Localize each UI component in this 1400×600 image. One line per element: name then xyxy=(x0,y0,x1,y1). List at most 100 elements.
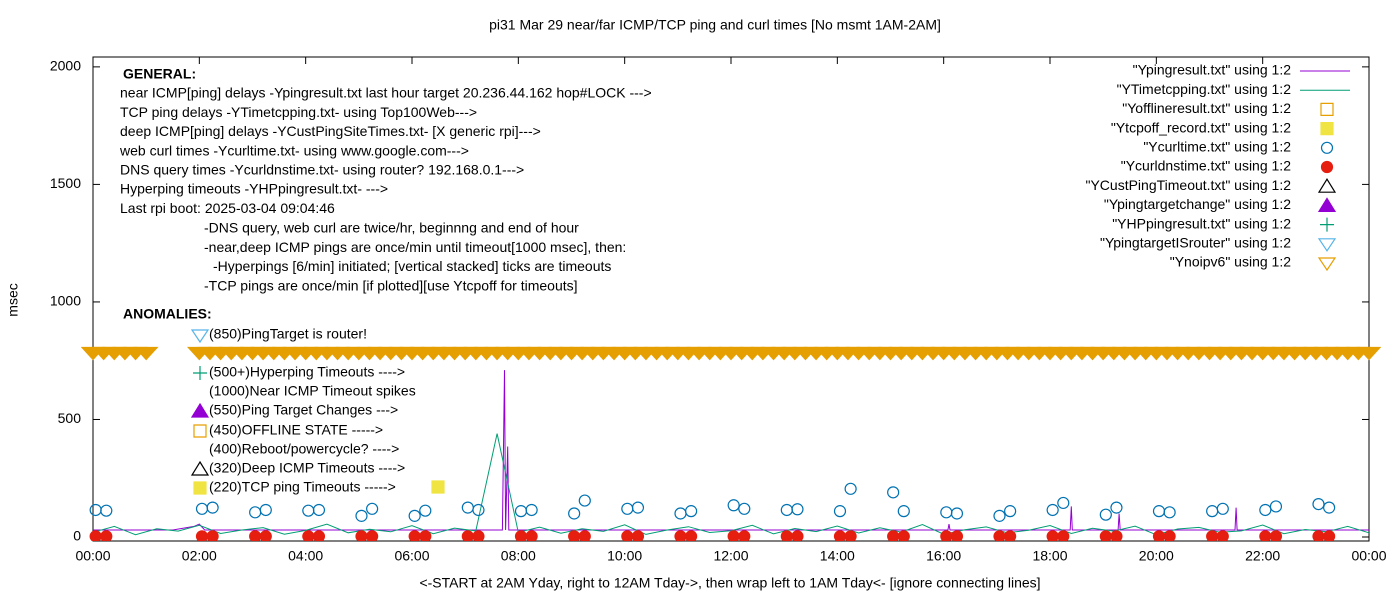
data-point xyxy=(1046,503,1059,517)
x-tick-label: 12:00 xyxy=(713,548,748,564)
annotation: deep ICMP[ping] delays -YCustPingSiteTim… xyxy=(120,123,541,139)
y-tick-label: 0 xyxy=(73,528,81,544)
legend-label: "YpingtargetISrouter" using 1:2 xyxy=(1100,235,1291,251)
x-tick-label: 00:00 xyxy=(1351,548,1386,564)
data-point xyxy=(685,530,698,541)
legend-label: "YCustPingTimeout.txt" using 1:2 xyxy=(1085,177,1291,193)
data-point xyxy=(833,530,847,541)
data-point xyxy=(887,486,900,499)
data-point xyxy=(1312,530,1325,541)
x-tick-label: 16:00 xyxy=(926,548,961,564)
annotation: (550)Ping Target Changes ---> xyxy=(209,402,398,418)
x-tick-label: 22:00 xyxy=(1245,548,1280,564)
data-point xyxy=(631,530,645,541)
annotation-icon xyxy=(190,329,210,344)
data-point xyxy=(621,530,634,541)
data-point xyxy=(568,530,581,541)
legend-swatch xyxy=(1320,122,1334,136)
data-point xyxy=(1046,530,1059,541)
annotation-icon xyxy=(431,480,445,494)
annotation: -TCP pings are once/min [if plotted][use… xyxy=(204,277,578,293)
plot-area xyxy=(81,346,1381,541)
data-point xyxy=(780,530,793,541)
data-point xyxy=(100,504,113,517)
legend-label: "YHPpingresult.txt" using 1:2 xyxy=(1112,215,1291,231)
legend-label: "YTimetcpping.txt" using 1:2 xyxy=(1117,81,1292,97)
data-point xyxy=(408,530,421,541)
annotation: Hyperping timeouts -YHPpingresult.txt- -… xyxy=(120,181,388,197)
data-point xyxy=(887,530,900,541)
annotation: (450)OFFLINE STATE -----> xyxy=(209,422,383,438)
data-point xyxy=(685,505,698,518)
data-point xyxy=(940,506,953,519)
data-point xyxy=(259,503,272,517)
data-point xyxy=(1323,501,1336,514)
annotation: (400)Reboot/powercycle? ----> xyxy=(209,441,399,457)
data-point xyxy=(355,509,368,522)
data-point xyxy=(366,502,379,515)
data-point xyxy=(1206,505,1219,518)
data-point xyxy=(727,499,740,512)
data-point xyxy=(206,530,219,541)
data-point xyxy=(833,505,847,518)
annotation: (320)Deep ICMP Timeouts ----> xyxy=(209,460,405,476)
data-point xyxy=(578,530,591,541)
data-point xyxy=(1099,530,1112,541)
annotation: -Hyperpings [6/min] initiated; [vertical… xyxy=(213,258,611,274)
x-tick-label: 20:00 xyxy=(1139,548,1174,564)
legend-swatch xyxy=(1320,102,1334,116)
annotation: near ICMP[ping] delays -Ypingresult.txt … xyxy=(120,85,652,101)
legend-label: "Ypingresult.txt" using 1:2 xyxy=(1133,62,1292,78)
data-point xyxy=(897,505,910,518)
legend-swatch xyxy=(1320,217,1334,232)
annotation: -DNS query, web curl are twice/hr, begin… xyxy=(204,220,579,236)
data-point xyxy=(249,530,262,541)
data-point xyxy=(89,530,102,541)
y-tick-label: 1000 xyxy=(50,293,81,309)
data-point xyxy=(461,501,474,514)
data-point xyxy=(1004,530,1017,541)
data-point xyxy=(408,509,421,522)
data-point xyxy=(1356,346,1381,361)
legend-swatch xyxy=(1317,178,1337,193)
data-point xyxy=(1163,530,1176,541)
data-point xyxy=(206,501,219,514)
data-point xyxy=(419,504,432,517)
annotation: web curl times -Ycurltime.txt- using www… xyxy=(119,142,469,158)
annotation: TCP ping delays -YTimetcpping.txt- using… xyxy=(120,104,477,120)
data-point xyxy=(1152,505,1166,518)
data-point xyxy=(1269,500,1283,513)
data-point xyxy=(1312,497,1325,511)
data-point xyxy=(1110,530,1123,541)
x-tick-label: 00:00 xyxy=(75,548,110,564)
legend-label: "Yofflineresult.txt" using 1:2 xyxy=(1122,100,1291,116)
data-point xyxy=(1110,501,1123,514)
data-point xyxy=(89,503,102,517)
data-point xyxy=(461,530,474,541)
data-point xyxy=(1216,502,1229,515)
data-point xyxy=(993,509,1006,522)
data-point xyxy=(844,530,857,541)
data-point xyxy=(100,530,113,541)
data-point xyxy=(940,530,953,541)
data-point xyxy=(355,530,368,541)
x-tick-label: 02:00 xyxy=(182,548,217,564)
data-point xyxy=(1216,530,1229,541)
data-point xyxy=(302,504,315,517)
annotation-icon xyxy=(193,424,207,438)
data-point xyxy=(1259,503,1272,517)
data-point xyxy=(259,530,272,541)
annotation: (850)PingTarget is router! xyxy=(209,326,367,342)
annotation: Last rpi boot: 2025-03-04 09:04:46 xyxy=(120,200,335,216)
legend-label: "Ypingtargetchange" using 1:2 xyxy=(1104,196,1291,212)
legend-label: "Ycurldnstime.txt" using 1:2 xyxy=(1121,158,1291,174)
annotation-heading: ANOMALIES: xyxy=(123,306,212,322)
data-point xyxy=(312,503,326,517)
data-point xyxy=(419,530,432,541)
data-point xyxy=(993,530,1006,541)
legend-swatch xyxy=(1317,257,1337,272)
y-tick-label: 2000 xyxy=(50,58,81,74)
legend-swatch xyxy=(1320,160,1334,174)
